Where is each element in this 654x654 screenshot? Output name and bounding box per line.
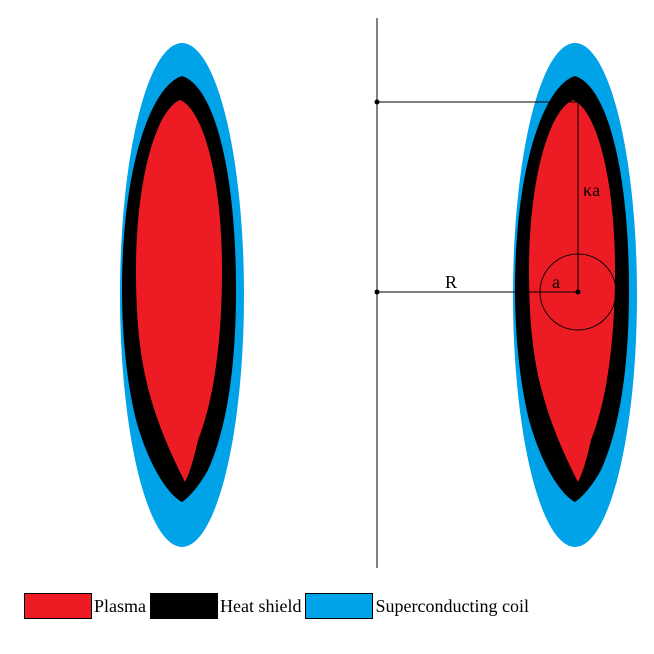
legend-label-heat-shield: Heat shield [220,595,302,616]
minor-radius-label: a [552,272,560,292]
legend-item-coil: Superconducting coil [305,593,529,619]
dimension-lines [374,99,581,295]
major-radius-label: R [445,272,457,292]
axis-dot-mid [374,289,380,295]
elongation-label: κa [583,180,600,200]
right-cross-section [513,43,637,547]
coil-swatch [305,593,374,619]
axis-dot-top [374,99,380,105]
heat-shield-swatch [150,593,218,619]
plasma-swatch [24,593,92,619]
plasma-center-dot [575,289,581,295]
legend-label-coil: Superconducting coil [375,595,529,616]
left-plasma [136,100,222,482]
legend-item-heat-shield: Heat shield [150,593,301,619]
right-plasma [529,100,615,482]
left-cross-section [120,43,244,547]
legend-item-plasma: Plasma [24,593,146,619]
legend: Plasma Heat shield Superconducting coil [24,592,533,620]
legend-label-plasma: Plasma [94,595,146,616]
